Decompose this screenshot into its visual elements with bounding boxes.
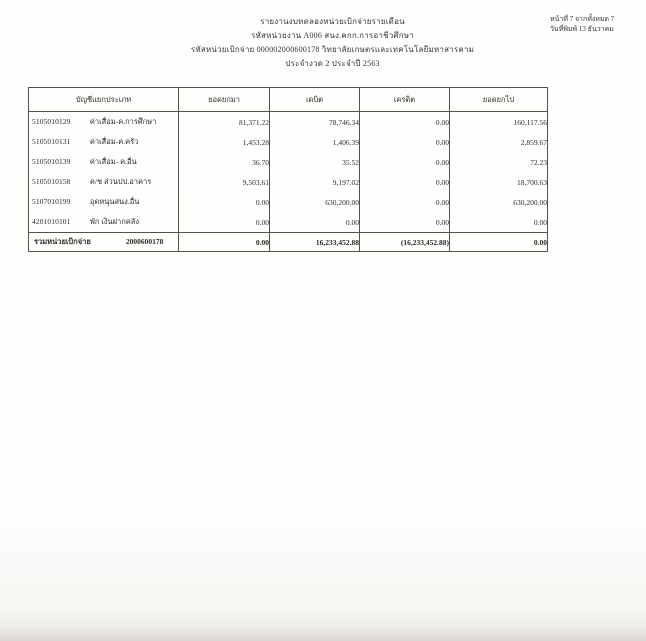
credit-cell: 0.00 xyxy=(359,152,450,172)
total-unit-code: 2000600178 xyxy=(125,237,164,246)
table-total-row: รวมหน่วยเบิกจ่าย 2000600178 0.00 16,233,… xyxy=(28,232,548,252)
brought-forward-cell: 36.70 xyxy=(178,152,270,172)
carried-forward-cell: 160,117.56 xyxy=(449,111,548,132)
total-credit-cell: (16,233,452.88) xyxy=(359,232,450,252)
report-title: รายงานงบทดลองหน่วยเบิกจ่ายรายเดือน xyxy=(260,17,405,26)
credit-cell: 0.00 xyxy=(359,192,450,212)
brought-forward-cell: 9,503.61 xyxy=(178,172,270,192)
account-cell: 5105010131 ค่าเสื่อม-ค.ครัว xyxy=(28,132,179,152)
debit-cell: 78,746.34 xyxy=(269,111,360,132)
credit-cell: 0.00 xyxy=(359,172,450,192)
total-carried-forward-cell: 0.00 xyxy=(449,232,548,252)
scan-shadow xyxy=(0,627,646,641)
table-row: 5105010139 ค่าเสื่อม- ค.อื่น 36.70 35.52… xyxy=(28,152,548,172)
table-row: 5105010131 ค่าเสื่อม-ค.ครัว 1,453.28 1,4… xyxy=(28,132,548,152)
debit-cell: 9,197.02 xyxy=(269,172,360,192)
account-code: 5105010131 xyxy=(32,137,71,146)
col-header-brought-forward: ยอดยกมา xyxy=(178,87,270,112)
credit-cell: 0.00 xyxy=(359,111,450,132)
account-cell: 5105010158 ค/ช ส่วนปป.อาคาร xyxy=(28,172,179,192)
total-debit-cell: 16,233,452.88 xyxy=(269,232,360,252)
account-name: พัก เงินฝากคลัง xyxy=(89,217,140,226)
disbursement-unit-line: รหัสหน่วยเบิกจ่าย 000002000600178 วิทยาล… xyxy=(190,45,475,54)
account-code: 5105010129 xyxy=(32,117,71,126)
account-code: 5105010158 xyxy=(32,177,71,186)
col-header-debit: เดบิต xyxy=(269,87,360,112)
trial-balance-table: บัญชีแยกประเภท ยอดยกมา เดบิต เครดิต ยอดย… xyxy=(28,87,548,252)
total-brought-forward-cell: 0.00 xyxy=(178,232,270,252)
debit-cell: 0.00 xyxy=(269,212,360,233)
total-label: รวมหน่วยเบิกจ่าย xyxy=(34,237,91,246)
table-row: 5107010199 อุดหนุนสนง.อื่น 0.00 630,200.… xyxy=(28,192,548,212)
col-header-account: บัญชีแยกประเภท xyxy=(28,87,179,112)
credit-cell: 0.00 xyxy=(359,212,450,233)
carried-forward-cell: 630,200.00 xyxy=(449,192,548,212)
table-header-row: บัญชีแยกประเภท ยอดยกมา เดบิต เครดิต ยอดย… xyxy=(28,87,548,112)
account-code: 5105010139 xyxy=(32,157,71,166)
table-row: 5105010129 ค่าเสื่อม-ค.การศึกษา 81,371.2… xyxy=(28,111,548,132)
account-cell: 5105010129 ค่าเสื่อม-ค.การศึกษา xyxy=(28,111,179,132)
account-name: ค่าเสื่อม-ค.การศึกษา xyxy=(89,117,157,126)
account-cell: 5107010199 อุดหนุนสนง.อื่น xyxy=(28,192,179,212)
account-name: อุดหนุนสนง.อื่น xyxy=(89,197,140,206)
col-header-credit: เครดิต xyxy=(359,87,450,112)
total-label-cell: รวมหน่วยเบิกจ่าย 2000600178 xyxy=(28,232,179,252)
col-header-carried-forward: ยอดยกไป xyxy=(449,87,548,112)
account-cell: 4201010101 พัก เงินฝากคลัง xyxy=(28,212,179,233)
period-line: ประจำงวด 2 ประจำปี 2563 xyxy=(285,59,380,68)
debit-cell: 35.52 xyxy=(269,152,360,172)
credit-cell: 0.00 xyxy=(359,132,450,152)
print-date-line: วันที่พิมพ์ 13 ธันวาคม xyxy=(550,25,614,33)
report-header: รายงานงบทดลองหน่วยเบิกจ่ายรายเดือน รหัสห… xyxy=(60,15,605,71)
table-row: 5105010158 ค/ช ส่วนปป.อาคาร 9,503.61 9,1… xyxy=(28,172,548,192)
carried-forward-cell: 18,700.63 xyxy=(449,172,548,192)
page-number-line: หน้าที่ 7 จากทั้งหมด 7 xyxy=(550,15,615,23)
debit-cell: 1,406.39 xyxy=(269,132,360,152)
debit-cell: 630,200.00 xyxy=(269,192,360,212)
agency-code-line: รหัสหน่วยงาน A006 สนง.คกก.การอาชีวศึกษา xyxy=(251,31,414,40)
table-row: 4201010101 พัก เงินฝากคลัง 0.00 0.00 0.0… xyxy=(28,212,548,233)
carried-forward-cell: 2,859.67 xyxy=(449,132,548,152)
carried-forward-cell: 72.23 xyxy=(449,152,548,172)
account-code: 4201010101 xyxy=(32,217,71,226)
brought-forward-cell: 0.00 xyxy=(178,212,270,233)
carried-forward-cell: 0.00 xyxy=(449,212,548,233)
page-meta: หน้าที่ 7 จากทั้งหมด 7 วันที่พิมพ์ 13 ธั… xyxy=(550,14,642,34)
brought-forward-cell: 1,453.28 xyxy=(178,132,270,152)
brought-forward-cell: 81,371.22 xyxy=(178,111,270,132)
account-cell: 5105010139 ค่าเสื่อม- ค.อื่น xyxy=(28,152,179,172)
account-code: 5107010199 xyxy=(32,197,71,206)
account-name: ค่าเสื่อม- ค.อื่น xyxy=(89,157,137,166)
account-name: ค/ช ส่วนปป.อาคาร xyxy=(89,177,152,186)
brought-forward-cell: 0.00 xyxy=(178,192,270,212)
account-name: ค่าเสื่อม-ค.ครัว xyxy=(89,137,139,146)
